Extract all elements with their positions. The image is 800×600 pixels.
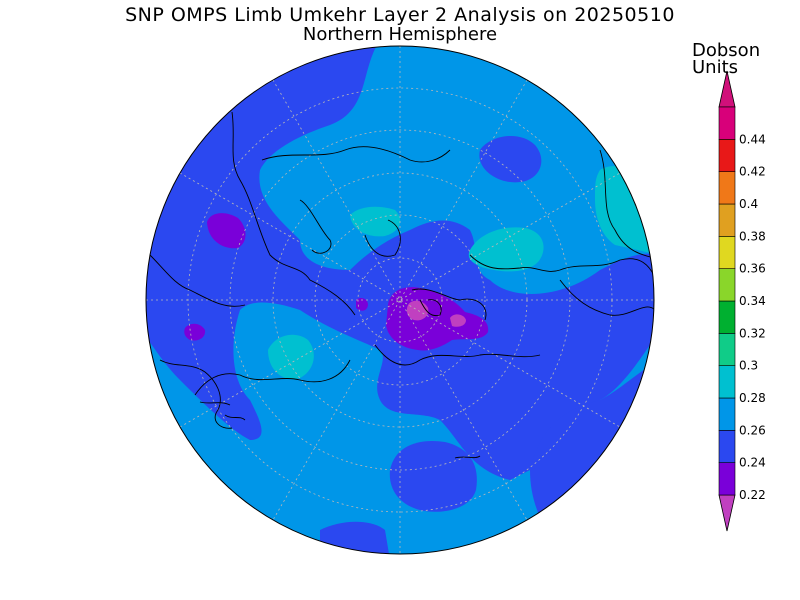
colorbar-swatch	[718, 171, 736, 205]
colorbar-tick-label: 0.24	[739, 456, 766, 470]
colorbar-swatch	[718, 268, 736, 302]
field-lowest-patch	[450, 314, 466, 327]
map-subtitle: Northern Hemisphere	[302, 24, 498, 45]
colorbar-swatch	[718, 430, 736, 463]
colorbar-swatch	[718, 333, 736, 366]
colorbar-swatch	[718, 106, 736, 140]
graticule	[146, 46, 654, 554]
ozone-field	[146, 46, 654, 554]
field-high-west	[268, 334, 314, 380]
colorbar-tick-label: 0.34	[739, 294, 766, 308]
field-low-region	[146, 46, 654, 480]
colorbar-tick-label: 0.44	[739, 132, 766, 146]
colorbar-tick-label: 0.28	[739, 391, 766, 405]
field-lower-dot	[356, 297, 368, 311]
field-lower-westpatch	[207, 213, 246, 249]
colorbar-tick-label: 0.42	[739, 165, 766, 179]
field-lower-smallpatch	[184, 323, 206, 341]
colorbar-tick-label: 0.32	[739, 326, 766, 340]
colorbar-tick-label: 0.22	[739, 488, 766, 502]
field-high-northeast	[468, 227, 544, 272]
colorbar-tick-label: 0.4	[739, 197, 758, 211]
field-high-north	[350, 206, 401, 237]
coastlines	[149, 111, 654, 459]
colorbar-tick-label: 0.3	[739, 359, 758, 373]
colorbar-tick-label: 0.38	[739, 229, 766, 243]
colorbar-swatch	[718, 462, 736, 496]
unit-line-1: Dobson	[692, 40, 761, 61]
colorbar-tick-label: 0.36	[739, 262, 766, 276]
field-low-northeast	[479, 135, 542, 183]
colorbar-swatch	[718, 203, 736, 237]
field-low-bottom	[320, 521, 390, 554]
colorbar-swatch	[718, 300, 736, 334]
colorbar-underflow-triangle	[718, 494, 736, 532]
map-border	[145, 45, 655, 555]
colorbar-swatch	[718, 236, 736, 269]
colorbar-swatch	[718, 365, 736, 399]
colorbar: 0.22 0.24 0.26 0.28 0.3 0.32 0.34 0.36 0.38 0.4 0.…	[718, 70, 766, 532]
colorbar-swatch	[718, 139, 736, 172]
colorbar-tick-label: 0.26	[739, 423, 766, 437]
colorbar-swatch	[718, 397, 736, 431]
field-low-south	[389, 440, 477, 512]
colorbar-overflow-triangle	[718, 70, 736, 108]
map-title: SNP OMPS Limb Umkehr Layer 2 Analysis on…	[125, 4, 675, 26]
